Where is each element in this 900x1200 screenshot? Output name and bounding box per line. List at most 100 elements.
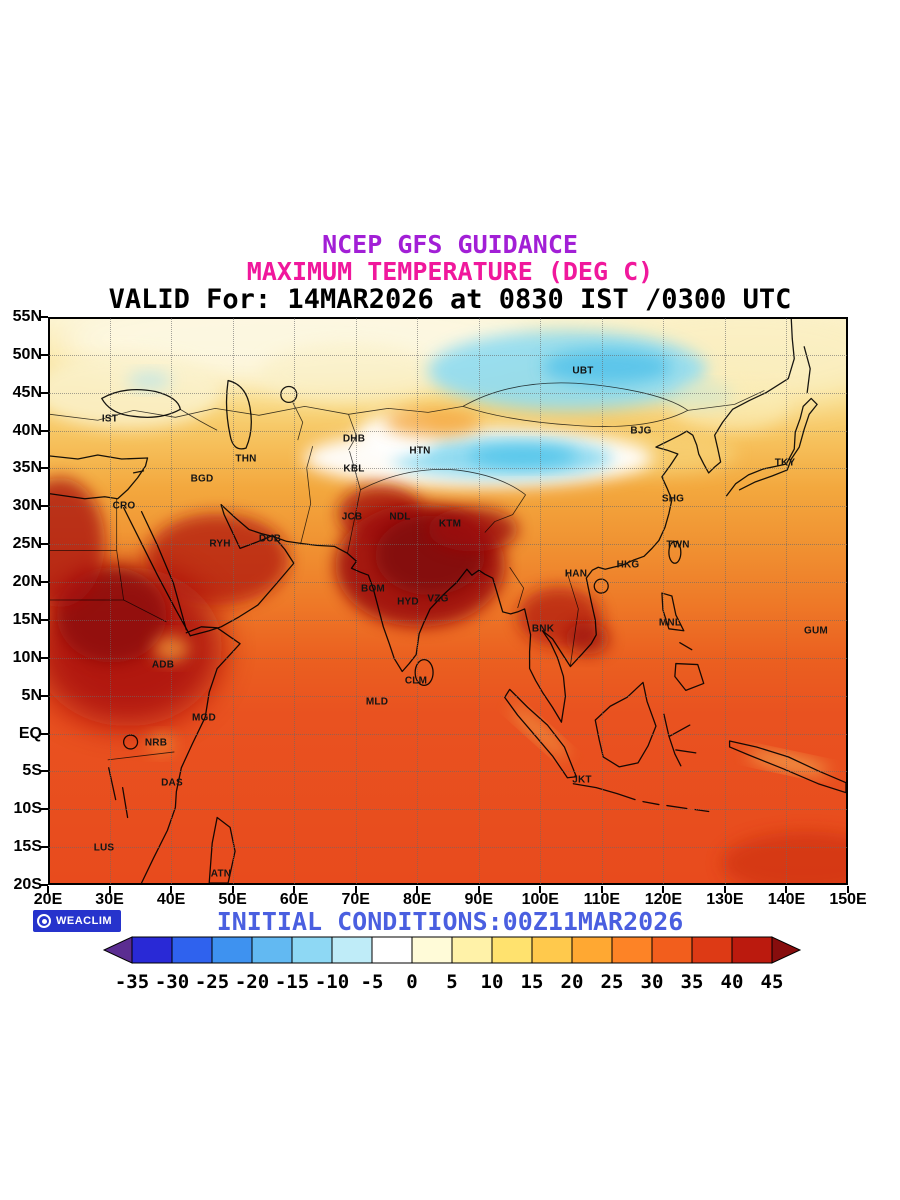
station-label-bnk: BNK — [531, 623, 555, 635]
gridline-lat — [49, 771, 847, 773]
station-label-das: DAS — [161, 777, 183, 789]
weaclim-logo-icon — [37, 914, 51, 928]
gridline-lat — [49, 809, 847, 811]
station-label-cro: CRO — [112, 500, 136, 512]
gridline-lon — [355, 318, 357, 884]
gridline-lon — [294, 318, 296, 884]
colorbar-segment — [651, 936, 693, 964]
lat-tick — [40, 316, 48, 318]
lon-tick — [170, 886, 173, 893]
station-label-bom: BOM — [361, 583, 385, 595]
colorbar-tick-label: 20 — [561, 971, 584, 993]
gridline-lon — [601, 318, 603, 884]
lon-tick — [723, 886, 726, 893]
station-label-twn: TWN — [666, 539, 690, 551]
colorbar-tick-label: 10 — [481, 971, 504, 993]
station-label-mnl: MNL — [658, 617, 682, 629]
lon-label-40e: 40E — [156, 891, 186, 908]
station-label-hkg: HKG — [616, 559, 640, 571]
colorbar: -35 -30 -25 -20 -15 -10 -5 0 5 10 15 20 25 30 35 40 45 — [102, 936, 802, 993]
lat-tick — [40, 353, 48, 356]
station-label-htn: HTN — [409, 445, 431, 457]
gridline-lon — [724, 318, 726, 884]
lon-label-90e: 90E — [464, 891, 493, 908]
lon-label-150e: 150E — [829, 891, 867, 908]
gridline-lat — [49, 430, 847, 432]
lon-label-30e: 30E — [95, 891, 124, 908]
lon-tick — [354, 886, 357, 893]
colorbar-tick-label: -35 — [115, 971, 149, 993]
lon-tick — [108, 886, 111, 893]
gridline-lat — [49, 392, 847, 394]
gridline-lat — [49, 354, 847, 356]
colorbar-tick-label: 45 — [761, 971, 784, 993]
station-label-thn: THN — [235, 453, 257, 465]
lon-tick — [785, 886, 788, 893]
colorbar-segment — [251, 936, 293, 964]
colorbar-tick-label: 35 — [681, 971, 704, 993]
country-borders — [50, 382, 765, 761]
lon-label-130e: 130E — [706, 891, 744, 908]
lat-tick — [40, 694, 48, 697]
lat-tick — [40, 581, 48, 584]
gridline-lon — [109, 318, 111, 884]
colorbar-segment — [171, 936, 213, 964]
lat-label-35n: 35N — [12, 459, 42, 477]
station-label-mgd: MGD — [192, 712, 216, 724]
lat-label-15n: 15N — [12, 610, 42, 628]
colorbar-tick-label: 5 — [446, 971, 457, 993]
lon-tick — [416, 886, 419, 893]
colorbar-tick-label: -25 — [195, 971, 229, 993]
colorbar-arrow-left — [102, 936, 133, 964]
lat-label-15s: 15S — [13, 838, 42, 856]
lon-tick — [662, 886, 665, 893]
colorbar-segment — [411, 936, 453, 964]
station-label-jkt: JKT — [572, 774, 592, 786]
lon-tick — [293, 886, 296, 893]
gridline-lat — [49, 695, 847, 697]
lon-label-80e: 80E — [402, 891, 432, 908]
lon-label-110e: 110E — [583, 891, 621, 908]
lat-tick — [40, 618, 48, 621]
lat-label-10s: 10S — [13, 800, 42, 818]
gridline-lat — [49, 582, 847, 584]
lon-tick — [47, 886, 49, 893]
colorbar-segment — [331, 936, 373, 964]
station-label-dhb: DHB — [342, 433, 366, 445]
station-label-bgd: BGD — [190, 473, 214, 485]
station-label-ndl: NDL — [389, 511, 411, 523]
colorbar-arrow-right — [771, 936, 802, 964]
lon-label-100e: 100E — [521, 891, 559, 908]
colorbar-segment — [691, 936, 733, 964]
lon-label-50e: 50E — [218, 891, 247, 908]
station-label-mld: MLD — [365, 696, 389, 708]
lon-label-60e: 60E — [279, 891, 309, 908]
lat-label-30n: 30N — [12, 497, 42, 515]
lon-label-70e: 70E — [341, 891, 370, 908]
gridline-lat — [49, 619, 847, 621]
colorbar-segment — [451, 936, 493, 964]
gridline-lat — [49, 506, 847, 508]
lat-label-50n: 50N — [12, 345, 42, 363]
station-label-jcb: JCB — [341, 511, 363, 523]
lat-label-20s: 20S — [13, 876, 42, 893]
lat-tick — [40, 429, 48, 432]
lon-tick — [231, 886, 234, 893]
lon-tick — [477, 886, 480, 893]
colorbar-tick-label: -10 — [315, 971, 349, 993]
lat-tick — [40, 770, 48, 773]
colorbar-tick-label: 30 — [641, 971, 664, 993]
gridline-lon — [171, 318, 173, 884]
station-label-ktm: KTM — [438, 518, 462, 530]
station-label-dub: DUB — [258, 533, 282, 545]
lat-tick — [40, 391, 48, 394]
gridline-lat — [49, 468, 847, 470]
gridline-lon — [786, 318, 788, 884]
lon-label-140e: 140E — [767, 891, 806, 908]
colorbar-tick-label: -5 — [361, 971, 384, 993]
colorbar-tick-label: 25 — [601, 971, 624, 993]
lat-label-eq: EQ — [18, 724, 42, 742]
station-label-shg: SHG — [661, 493, 685, 505]
colorbar-segment — [291, 936, 333, 964]
